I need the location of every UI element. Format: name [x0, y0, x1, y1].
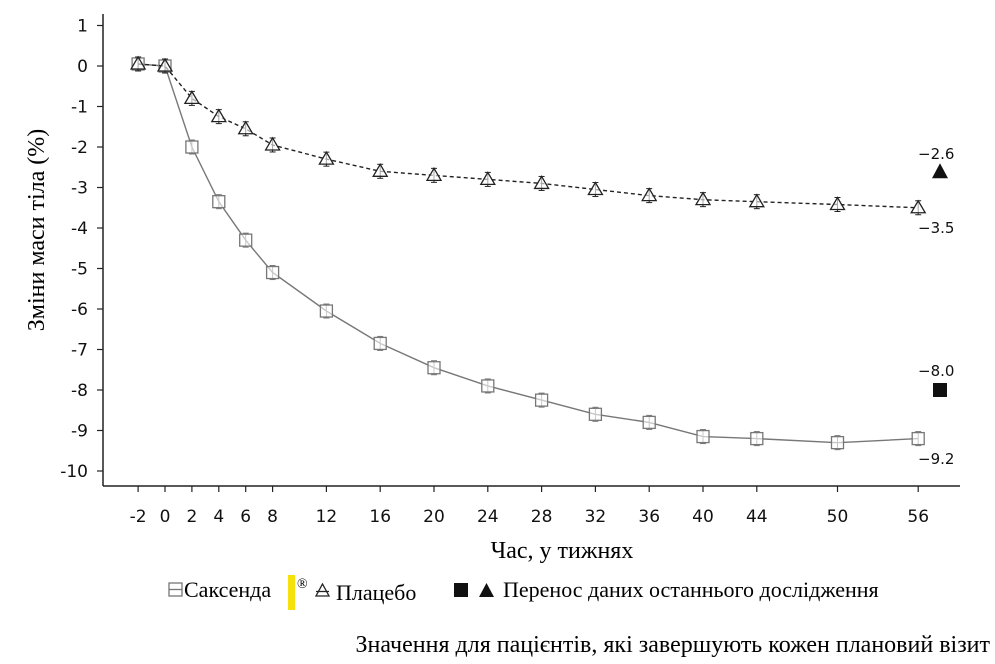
- x-tick-label: 12: [316, 507, 338, 527]
- data-point-placebo: [829, 196, 846, 211]
- data-point-placebo: [129, 55, 147, 70]
- series-layer: [129, 55, 927, 451]
- data-point-saxenda: [588, 407, 603, 421]
- y-tick-label: -4: [71, 219, 88, 239]
- x-tick-label: 50: [827, 507, 849, 527]
- y-tick-label: -9: [71, 422, 88, 442]
- data-point-saxenda: [427, 361, 441, 375]
- y-tick-label: -5: [71, 260, 88, 280]
- data-point-placebo: [237, 120, 254, 135]
- data-point-saxenda: [185, 140, 199, 154]
- last-observation-label-placebo: −2.6: [918, 145, 954, 163]
- legend-saxenda-marker: [168, 582, 183, 597]
- end-label-saxenda: −9.2: [918, 450, 954, 468]
- y-tick-label: -6: [71, 300, 88, 320]
- y-tick-label: -7: [71, 341, 88, 361]
- data-point-placebo: [318, 150, 335, 165]
- data-point-placebo: [479, 171, 496, 186]
- x-tick-label: -2: [130, 507, 147, 527]
- data-point-saxenda: [911, 431, 925, 446]
- x-tick-label: 56: [907, 507, 929, 527]
- x-tick-label: 32: [585, 507, 607, 527]
- x-tick-label: 28: [531, 507, 553, 527]
- data-point-placebo: [694, 191, 712, 206]
- x-tick-label: 0: [160, 507, 171, 527]
- y-tick-label: 0: [77, 57, 88, 77]
- data-point-saxenda: [373, 336, 387, 351]
- legend-placebo-label: Плацебо: [336, 580, 416, 605]
- data-point-saxenda: [319, 304, 334, 318]
- x-tick-label: 8: [267, 507, 278, 527]
- last-observation-label-saxenda: −8.0: [918, 362, 954, 380]
- legend-saxenda-label: Саксенда: [184, 577, 271, 602]
- last-observation-square: [933, 383, 947, 397]
- data-point-saxenda: [239, 233, 253, 247]
- data-point-placebo: [748, 193, 765, 208]
- x-tick-label: 4: [213, 507, 224, 527]
- x-tick-label: 2: [186, 507, 197, 527]
- data-point-saxenda: [750, 431, 764, 446]
- legend: Саксенда ® Плацебо Перенос даних останнь…: [168, 575, 879, 610]
- x-tick-label: 36: [638, 507, 660, 527]
- x-axis-title: Час, у тижнях: [491, 538, 634, 564]
- x-tick-label: 20: [423, 507, 445, 527]
- data-point-placebo: [156, 57, 174, 72]
- y-tick-label: -8: [71, 381, 88, 401]
- x-tick-label: 44: [746, 507, 768, 527]
- data-point-placebo: [183, 90, 201, 105]
- data-point-saxenda: [642, 415, 656, 430]
- legend-placebo-marker: [314, 582, 331, 597]
- legend-filled-square-marker: [454, 583, 468, 597]
- x-axis-ticks: -2 0 2 4 6 8 12 16 20 24 28 32 36 40 44 50 56: [130, 486, 929, 527]
- end-label-placebo: −3.5: [918, 219, 954, 237]
- data-point-placebo: [210, 108, 227, 123]
- legend-registered-mark: ®: [297, 577, 308, 592]
- data-point-placebo: [264, 136, 281, 151]
- data-point-saxenda: [830, 435, 845, 450]
- x-tick-label: 6: [240, 507, 251, 527]
- y-axis-title: Зміни маси тіла (%): [24, 129, 50, 332]
- data-point-placebo: [372, 163, 389, 177]
- last-observation-layer: [932, 163, 948, 397]
- y-axis-ticks: 1 0 -1 -2 -3 -4 -5 -6 -7 -8 -9 -10: [60, 17, 103, 482]
- data-point-saxenda: [265, 265, 280, 280]
- series-line-placebo: [138, 63, 919, 209]
- y-tick-label: -2: [71, 138, 88, 158]
- x-tick-label: 16: [369, 507, 391, 527]
- y-tick-label: -10: [60, 462, 88, 482]
- last-observation-triangle: [932, 163, 948, 179]
- y-tick-label: -1: [71, 98, 88, 118]
- data-point-saxenda: [481, 379, 495, 393]
- data-point-placebo: [533, 175, 550, 190]
- x-tick-label: 40: [692, 507, 714, 527]
- legend-highlight-mark: [288, 575, 295, 610]
- data-point-placebo: [425, 167, 443, 182]
- y-tick-label: 1: [77, 17, 88, 37]
- data-point-placebo: [641, 187, 658, 202]
- data-point-placebo: [910, 199, 927, 214]
- data-point-saxenda: [212, 195, 226, 209]
- footnote: Значення для пацієнтів, які завершують к…: [356, 632, 991, 658]
- legend-last-observation-label: Перенос даних останнього дослідження: [503, 577, 879, 602]
- data-point-saxenda: [534, 393, 549, 407]
- data-point-placebo: [587, 181, 604, 196]
- y-tick-label: -3: [71, 179, 88, 199]
- legend-filled-triangle-marker: [479, 583, 494, 597]
- series-line-saxenda: [138, 63, 919, 444]
- data-point-saxenda: [696, 429, 710, 444]
- x-tick-label: 24: [477, 507, 499, 527]
